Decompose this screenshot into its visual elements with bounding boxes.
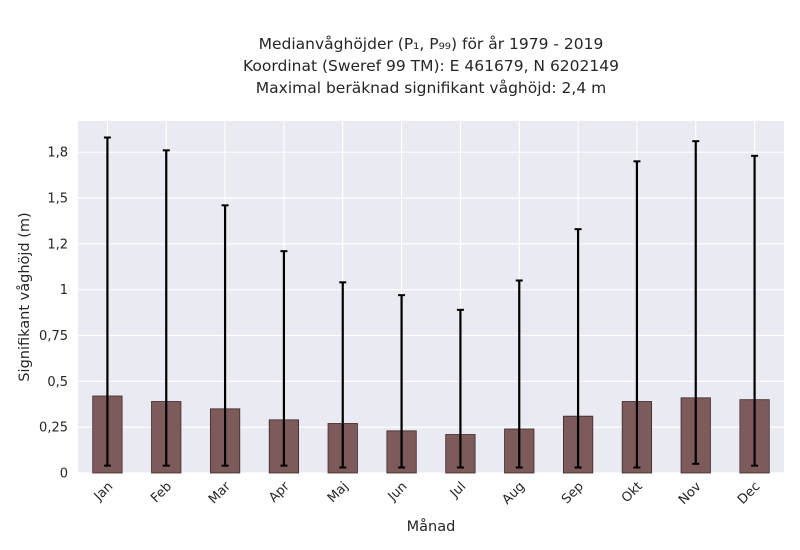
x-tick-label-mar: Mar xyxy=(206,479,234,507)
error-bars xyxy=(103,136,759,469)
x-tick-label-feb: Feb xyxy=(148,479,175,506)
y-tick-label: 0,75 xyxy=(39,329,68,344)
y-tick-label: 1,5 xyxy=(47,192,68,207)
x-tick-label-jun: Jun xyxy=(385,479,411,505)
x-axis-label: Månad xyxy=(407,518,456,535)
y-tick-label: 0,25 xyxy=(39,421,68,436)
y-tick-label: 0,5 xyxy=(47,375,68,390)
y-tick-label: 1,8 xyxy=(47,146,68,161)
chart-title-line-2: Koordinat (Sweref 99 TM): E 461679, N 62… xyxy=(243,57,619,75)
y-axis-label: Signifikant våghöjd (m) xyxy=(16,212,33,381)
x-tick-label-apr: Apr xyxy=(266,479,293,506)
y-tick-label: 1 xyxy=(60,283,68,298)
x-tick-labels: Jan Feb Mar Apr Maj Jun Jul Aug Sep Okt Nov Dec xyxy=(91,479,764,508)
chart-title: Medianvåghöjder (P₁, P₉₉) för år 1979 - … xyxy=(78,33,784,99)
plot-area xyxy=(78,121,784,473)
y-tick-label: 0 xyxy=(60,467,68,482)
x-tick-label-jul: Jul xyxy=(447,479,469,501)
y-tick-labels: 0 0,25 0,5 0,75 1 1,2 1,5 1,8 xyxy=(39,146,68,482)
x-tick-label-dec: Dec xyxy=(735,479,763,507)
x-tick-label-nov: Nov xyxy=(676,479,705,508)
x-tick-label-jan: Jan xyxy=(91,479,116,504)
chart-title-line-3: Maximal beräknad signifikant våghöjd: 2,… xyxy=(255,79,607,97)
y-tick-label: 1,2 xyxy=(47,237,68,252)
chart-title-line-1: Medianvåghöjder (P₁, P₉₉) för år 1979 - … xyxy=(258,35,604,53)
x-tick-label-okt: Okt xyxy=(619,479,646,506)
x-tick-label-sep: Sep xyxy=(559,479,587,507)
x-tick-label-maj: Maj xyxy=(325,479,352,506)
x-tick-label-aug: Aug xyxy=(500,479,529,508)
